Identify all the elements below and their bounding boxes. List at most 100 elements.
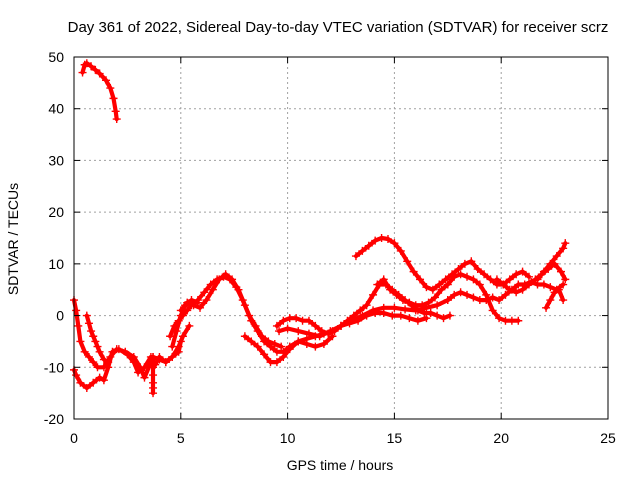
data-point: [89, 358, 98, 367]
data-point: [512, 288, 521, 297]
data-point: [149, 389, 158, 398]
x-axis-label: GPS time / hours: [287, 457, 394, 473]
data-point: [358, 246, 367, 255]
data-point: [168, 342, 177, 351]
data-point: [379, 275, 388, 284]
data-point: [561, 239, 570, 248]
data-point: [437, 285, 446, 294]
data-point: [279, 316, 288, 325]
data-point: [99, 376, 108, 385]
data-point: [495, 296, 504, 305]
data-point: [82, 383, 91, 392]
series-line: [71, 298, 183, 380]
data-point: [405, 298, 414, 307]
data-point: [514, 316, 523, 325]
data-point: [450, 290, 459, 299]
data-point: [200, 288, 209, 297]
y-tick-label: 40: [48, 101, 64, 117]
data-point: [351, 252, 360, 261]
data-point: [550, 288, 559, 297]
data-point: [266, 342, 275, 351]
data-point: [304, 329, 313, 338]
data-point: [559, 244, 568, 253]
data-point: [111, 107, 120, 116]
data-point: [390, 239, 399, 248]
series-arc-7: [176, 270, 337, 356]
x-tick-label: 15: [387, 430, 403, 446]
data-point: [187, 296, 196, 305]
data-point: [403, 257, 412, 266]
data-point: [196, 303, 205, 312]
data-point: [260, 350, 269, 359]
data-point: [106, 84, 115, 93]
data-point: [292, 314, 301, 323]
data-point: [140, 373, 149, 382]
data-point: [89, 332, 98, 341]
data-point: [283, 324, 292, 333]
data-point: [435, 280, 444, 289]
y-tick-label: 20: [48, 204, 64, 220]
data-point: [443, 296, 452, 305]
data-point: [95, 69, 104, 78]
x-tick-label: 5: [177, 430, 185, 446]
data-point: [72, 371, 81, 380]
data-point: [492, 275, 501, 284]
x-tick-label: 0: [70, 430, 78, 446]
data-point: [364, 241, 373, 250]
data-point: [206, 280, 215, 289]
data-point: [518, 267, 527, 276]
data-point: [311, 342, 320, 351]
data-point: [247, 337, 256, 346]
data-point: [82, 59, 91, 68]
data-point: [193, 298, 202, 307]
data-point: [533, 275, 542, 284]
data-point: [260, 337, 269, 346]
data-point: [450, 272, 459, 281]
data-point: [270, 340, 279, 349]
data-point: [106, 352, 115, 361]
data-point: [371, 236, 380, 245]
data-point: [294, 337, 303, 346]
data-point: [454, 265, 463, 274]
data-point: [445, 311, 454, 320]
data-point: [379, 303, 388, 312]
data-point: [475, 280, 484, 289]
data-point: [277, 342, 286, 351]
data-point: [129, 352, 138, 361]
data-point: [512, 270, 521, 279]
y-axis-label: SDTVAR / TECUs: [5, 183, 21, 295]
data-point: [505, 285, 514, 294]
data-point: [185, 321, 194, 330]
data-point: [215, 275, 224, 284]
data-point: [424, 298, 433, 307]
data-point: [253, 342, 262, 351]
data-point: [84, 319, 93, 328]
grid: [74, 57, 608, 419]
data-point: [463, 272, 472, 281]
data-point: [294, 327, 303, 336]
data-point: [418, 301, 427, 310]
data-point: [253, 327, 262, 336]
data-point: [546, 283, 555, 292]
data-point: [542, 303, 551, 312]
data-point: [311, 321, 320, 330]
data-point: [518, 285, 527, 294]
y-tick-label: 50: [48, 49, 64, 65]
data-point: [136, 363, 145, 372]
data-point: [112, 345, 121, 354]
data-point: [275, 327, 284, 336]
data-point: [304, 316, 313, 325]
x-tick-label: 20: [493, 430, 509, 446]
data-point: [84, 352, 93, 361]
data-point: [176, 337, 185, 346]
data-point: [443, 280, 452, 289]
data-point: [247, 316, 256, 325]
data-point: [176, 311, 185, 320]
y-tick-label: -20: [44, 411, 64, 427]
data-point: [373, 280, 382, 289]
data-point: [347, 316, 356, 325]
data-point: [401, 305, 410, 314]
data-point: [559, 280, 568, 289]
data-point: [87, 327, 96, 336]
